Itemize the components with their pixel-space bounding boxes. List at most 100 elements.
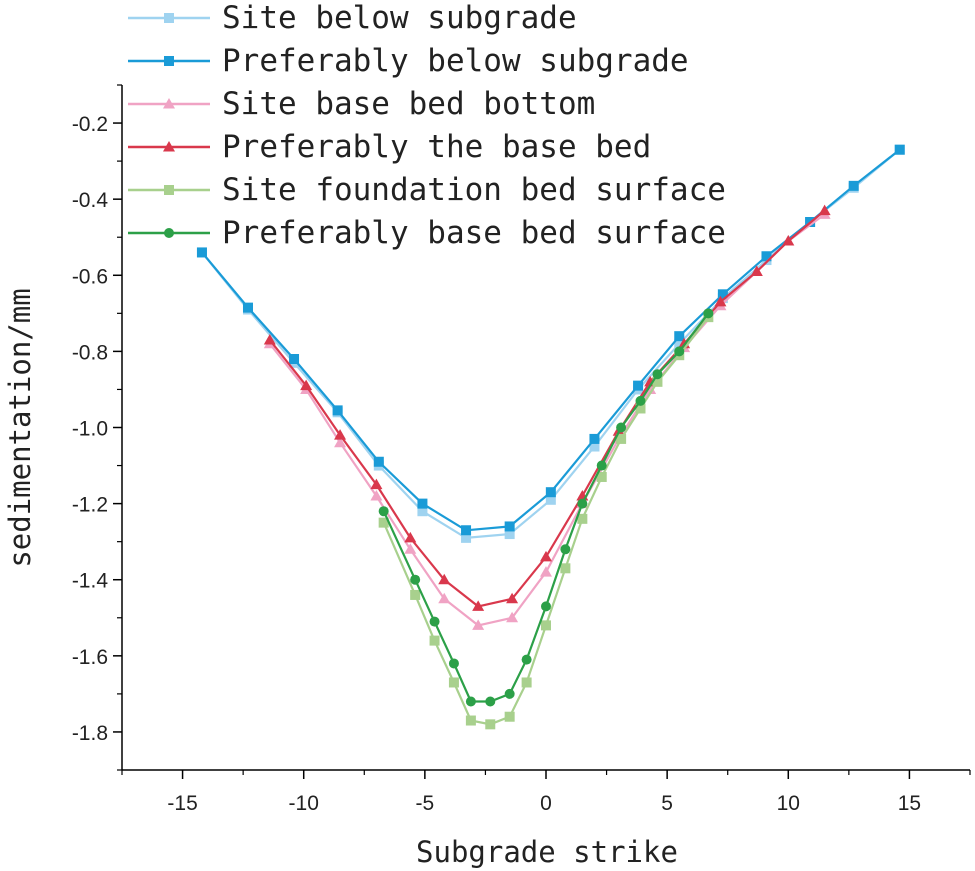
data-point	[717, 289, 728, 300]
data-point	[577, 513, 588, 524]
data-point	[404, 543, 417, 554]
series-4	[378, 312, 714, 730]
data-point	[541, 620, 551, 631]
data-point	[545, 487, 556, 498]
data-point	[370, 478, 383, 490]
data-point	[761, 251, 772, 262]
data-point	[438, 592, 451, 604]
y-tick-label: -0.2	[72, 113, 108, 136]
data-point	[635, 403, 646, 414]
data-point	[750, 265, 763, 276]
data-point	[541, 601, 551, 612]
x-axis-title: Subgrade strike	[416, 835, 678, 869]
data-point	[332, 405, 343, 416]
data-point	[378, 517, 389, 528]
x-tick-label: -15	[167, 792, 197, 815]
series-line	[268, 213, 826, 627]
data-point	[540, 550, 552, 562]
legend: Site below subgrade Preferably below subg…	[128, 0, 726, 251]
data-point	[589, 433, 600, 444]
axes: -15 -10 -5 0 5 10 15 -1.8 -1.6 -1.4 -1.2 -1.0 -0.8 -0…	[72, 84, 971, 815]
data-point	[334, 429, 347, 440]
data-point	[652, 376, 663, 387]
data-point	[485, 719, 496, 730]
legend-swatch-marker	[163, 98, 175, 109]
data-point	[461, 532, 472, 543]
data-point	[589, 441, 600, 452]
data-point	[438, 573, 451, 585]
data-point	[652, 369, 663, 380]
data-point	[674, 346, 685, 357]
series-line	[268, 209, 826, 608]
data-point	[417, 498, 428, 509]
data-point	[560, 544, 571, 555]
legend-swatch-marker	[164, 228, 174, 238]
data-point	[521, 654, 532, 665]
data-point	[521, 677, 532, 688]
data-point	[334, 436, 347, 448]
data-point	[378, 506, 389, 517]
legend-label: Site below subgrade	[222, 0, 577, 36]
legend-swatch-marker	[164, 185, 174, 195]
legend-item: Preferably the base bed	[128, 129, 651, 165]
data-point	[373, 456, 384, 467]
legend-label: Preferably below subgrade	[222, 43, 689, 79]
data-point	[410, 574, 421, 585]
y-tick-label: -1.2	[72, 494, 108, 517]
x-tick-label: 0	[540, 792, 552, 815]
data-point	[472, 600, 485, 611]
data-point	[674, 331, 685, 342]
series-layer	[196, 144, 905, 730]
data-point	[782, 235, 795, 246]
data-point	[289, 354, 300, 364]
y-axis-title: sedimentation/mm	[3, 288, 37, 567]
data-point	[577, 498, 588, 509]
data-point	[429, 616, 440, 627]
x-tick-label: 10	[777, 792, 800, 815]
data-point	[242, 302, 253, 313]
data-point	[410, 589, 421, 600]
series-5	[378, 308, 714, 707]
data-point	[506, 611, 519, 623]
x-tick-label: -10	[289, 792, 319, 815]
data-point	[504, 688, 515, 699]
data-point	[263, 333, 276, 345]
y-tick-label: -1.0	[72, 418, 108, 441]
data-point	[894, 144, 905, 155]
data-point	[485, 696, 496, 707]
data-point	[504, 521, 515, 532]
data-point	[714, 295, 727, 307]
series-2	[263, 208, 831, 630]
data-point	[448, 658, 459, 669]
y-tick-label: -1.6	[72, 646, 108, 669]
legend-item: Preferably below subgrade	[128, 43, 689, 79]
x-tick-label: 5	[661, 792, 673, 815]
data-point	[370, 490, 383, 501]
series-3	[263, 204, 831, 611]
legend-item: Site below subgrade	[128, 0, 577, 36]
data-point	[633, 380, 644, 391]
y-tick-label: -0.4	[72, 189, 109, 212]
data-point	[417, 506, 428, 517]
legend-label: Preferably the base bed	[222, 129, 651, 165]
data-point	[461, 525, 472, 536]
data-point	[545, 494, 556, 505]
data-point	[504, 711, 515, 722]
data-point	[448, 677, 459, 688]
legend-item: Site base bed bottom	[128, 86, 595, 122]
legend-label: Preferably base bed surface	[222, 215, 726, 251]
legend-swatch-marker	[164, 56, 174, 66]
data-point	[596, 471, 607, 482]
data-point	[818, 204, 831, 216]
legend-item: Site foundation bed surface	[128, 172, 726, 208]
data-point	[635, 395, 646, 406]
legend-label: Site base bed bottom	[222, 86, 595, 122]
data-point	[848, 180, 859, 191]
y-tick-label: -1.8	[72, 722, 108, 745]
y-tick-label: -0.8	[72, 341, 108, 364]
data-point	[472, 619, 485, 630]
y-tick-label: -1.4	[72, 570, 109, 593]
legend-swatch-marker	[163, 141, 175, 152]
data-point	[429, 635, 440, 646]
